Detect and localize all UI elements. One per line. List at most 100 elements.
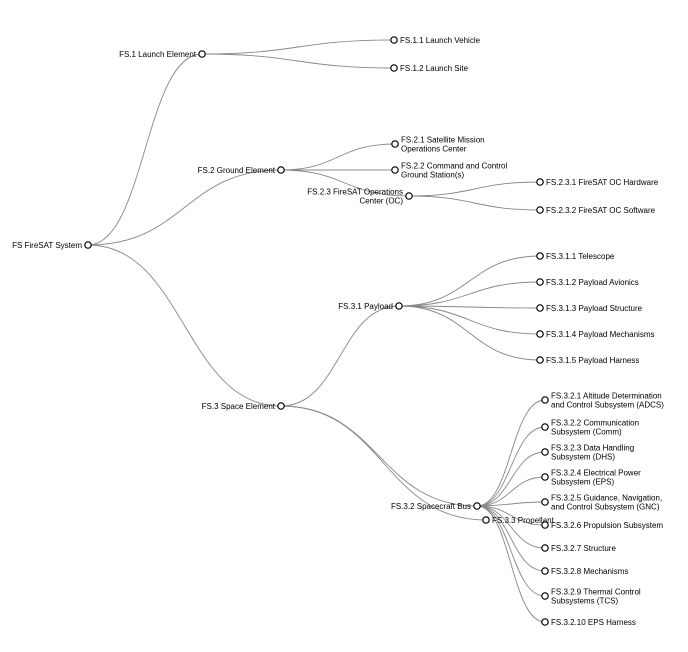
node-label: FS.3.2.5 Guidance, Navigation,and Contro… [551, 493, 662, 511]
node-marker [474, 503, 480, 509]
node-label: FS.3.2.9 Thermal ControlSubsystems (TCS) [551, 587, 641, 605]
node-marker [537, 357, 543, 363]
node-marker [278, 403, 284, 409]
node-label: FS.1.1 Launch Vehicle [400, 36, 481, 45]
edge-fs2-fs21 [281, 144, 395, 170]
node-marker [199, 51, 205, 57]
node-fs231[interactable]: FS.2.3.1 FireSAT OC Hardware [537, 178, 659, 187]
node-fs325[interactable]: FS.3.2.5 Guidance, Navigation,and Contro… [542, 493, 662, 511]
node-fs321[interactable]: FS.3.2.1 Altitude Determinationand Contr… [542, 391, 664, 409]
node-marker [392, 141, 398, 147]
node-label: FS.2.2 Command and ControlGround Station… [401, 161, 507, 179]
edge-fs32-fs321 [477, 400, 545, 506]
edge-fs23-fs231 [409, 182, 540, 196]
node-fs2[interactable]: FS.2 Ground Element [198, 166, 285, 175]
node-marker [542, 424, 548, 430]
edge-fs32-fs322 [477, 427, 545, 506]
node-marker [537, 331, 543, 337]
node-fs311[interactable]: FS.3.1.1 Telescope [537, 252, 615, 261]
edge-fs32-fs324 [477, 477, 545, 506]
node-marker [278, 167, 284, 173]
node-marker [542, 545, 548, 551]
edge-fs31-fs314 [399, 306, 540, 334]
node-marker [391, 37, 397, 43]
node-label: FS.1 Launch Element [119, 50, 197, 59]
node-label: FS.3.2.7 Structure [551, 544, 616, 553]
node-label: FS.3.2 Spacecraft Bus [391, 502, 471, 511]
node-marker [542, 568, 548, 574]
node-marker [391, 65, 397, 71]
node-marker [537, 279, 543, 285]
node-label: FS.3.1 Payload [338, 302, 393, 311]
node-root[interactable]: FS FireSAT System [12, 241, 91, 250]
node-fs314[interactable]: FS.3.1.4 Payload Mechanisms [537, 330, 655, 339]
links-layer [88, 40, 545, 622]
node-marker [537, 253, 543, 259]
node-label: FS.3.1.1 Telescope [546, 252, 615, 261]
node-fs315[interactable]: FS.3.1.5 Payload Harness [537, 356, 640, 365]
edge-fs3-fs32 [281, 406, 477, 506]
node-marker [542, 397, 548, 403]
edge-fs31-fs312 [399, 282, 540, 306]
node-label: FS.3 Space Element [202, 402, 276, 411]
node-label: FS.3.1.3 Payload Structure [546, 304, 643, 313]
node-marker [483, 517, 489, 523]
node-marker [542, 499, 548, 505]
node-marker [537, 179, 543, 185]
node-label: FS.3.2.1 Altitude Determinationand Contr… [551, 391, 664, 409]
node-label: FS.2 Ground Element [198, 166, 276, 175]
node-fs23[interactable]: FS.2.3 FireSAT OperationsCenter (OC) [307, 187, 412, 205]
node-fs324[interactable]: FS.3.2.4 Electrical PowerSubsystem (EPS) [542, 468, 641, 486]
node-fs31[interactable]: FS.3.1 Payload [338, 302, 402, 311]
node-fs3[interactable]: FS.3 Space Element [202, 402, 285, 411]
node-label: FS.3.2.3 Data HandlingSubsystem (DHS) [551, 443, 634, 461]
node-fs21[interactable]: FS.2.1 Satellite MissionOperations Cente… [392, 135, 485, 153]
edge-root-fs2 [88, 170, 281, 245]
node-label: FS.3.2.4 Electrical PowerSubsystem (EPS) [551, 468, 641, 486]
node-label: FS.2.3.2 FireSAT OC Software [546, 206, 656, 215]
node-marker [542, 449, 548, 455]
nodes-layer: FS FireSAT System FS.1 Launch Element FS.1… [12, 36, 664, 627]
node-label: FS.3.1.4 Payload Mechanisms [546, 330, 655, 339]
edge-fs3-fs31 [281, 306, 399, 406]
node-label: FS FireSAT System [12, 241, 82, 250]
node-fs22[interactable]: FS.2.2 Command and ControlGround Station… [392, 161, 508, 179]
node-label: FS.3.2.2 CommunicationSubsystem (Comm) [551, 418, 639, 436]
edge-fs31-fs311 [399, 256, 540, 306]
node-fs328[interactable]: FS.3.2.8 Mechanisms [542, 567, 629, 576]
node-fs11[interactable]: FS.1.1 Launch Vehicle [391, 36, 481, 45]
node-marker [392, 167, 398, 173]
node-marker [542, 522, 548, 528]
node-fs326[interactable]: FS.3.2.6 Propulsion Subsystem [542, 521, 664, 530]
node-fs32[interactable]: FS.3.2 Spacecraft Bus [391, 502, 480, 511]
node-label: FS.2.3.1 FireSAT OC Hardware [546, 178, 659, 187]
node-marker [542, 474, 548, 480]
node-marker [542, 593, 548, 599]
node-fs312[interactable]: FS.3.1.2 Payload Avionics [537, 278, 639, 287]
edge-fs32-fs327 [477, 506, 545, 548]
node-marker [537, 305, 543, 311]
node-marker [537, 207, 543, 213]
node-fs313[interactable]: FS.3.1.3 Payload Structure [537, 304, 643, 313]
node-fs3210[interactable]: FS.3.2.10 EPS Harness [542, 618, 636, 627]
node-fs12[interactable]: FS.1.2 Launch Site [391, 64, 469, 73]
node-marker [542, 619, 548, 625]
firesat-tree-diagram: FS FireSAT System FS.1 Launch Element FS.1… [0, 0, 688, 652]
node-fs1[interactable]: FS.1 Launch Element [119, 50, 205, 59]
node-marker [396, 303, 402, 309]
edge-fs32-fs323 [477, 452, 545, 506]
node-fs323[interactable]: FS.3.2.3 Data HandlingSubsystem (DHS) [542, 443, 634, 461]
node-fs232[interactable]: FS.2.3.2 FireSAT OC Software [537, 206, 656, 215]
node-label: FS.3.2.6 Propulsion Subsystem [551, 521, 663, 530]
node-marker [85, 242, 91, 248]
node-label: FS.3.1.5 Payload Harness [546, 356, 639, 365]
node-fs322[interactable]: FS.3.2.2 CommunicationSubsystem (Comm) [542, 418, 639, 436]
edge-root-fs1 [88, 54, 202, 245]
node-label: FS.2.3 FireSAT OperationsCenter (OC) [307, 187, 403, 205]
node-fs327[interactable]: FS.3.2.7 Structure [542, 544, 617, 553]
node-fs329[interactable]: FS.3.2.9 Thermal ControlSubsystems (TCS) [542, 587, 641, 605]
edge-fs23-fs232 [409, 196, 540, 210]
node-label: FS.3.2.8 Mechanisms [551, 567, 628, 576]
node-label: FS.3.2.10 EPS Harness [551, 618, 636, 627]
edge-root-fs3 [88, 245, 281, 406]
